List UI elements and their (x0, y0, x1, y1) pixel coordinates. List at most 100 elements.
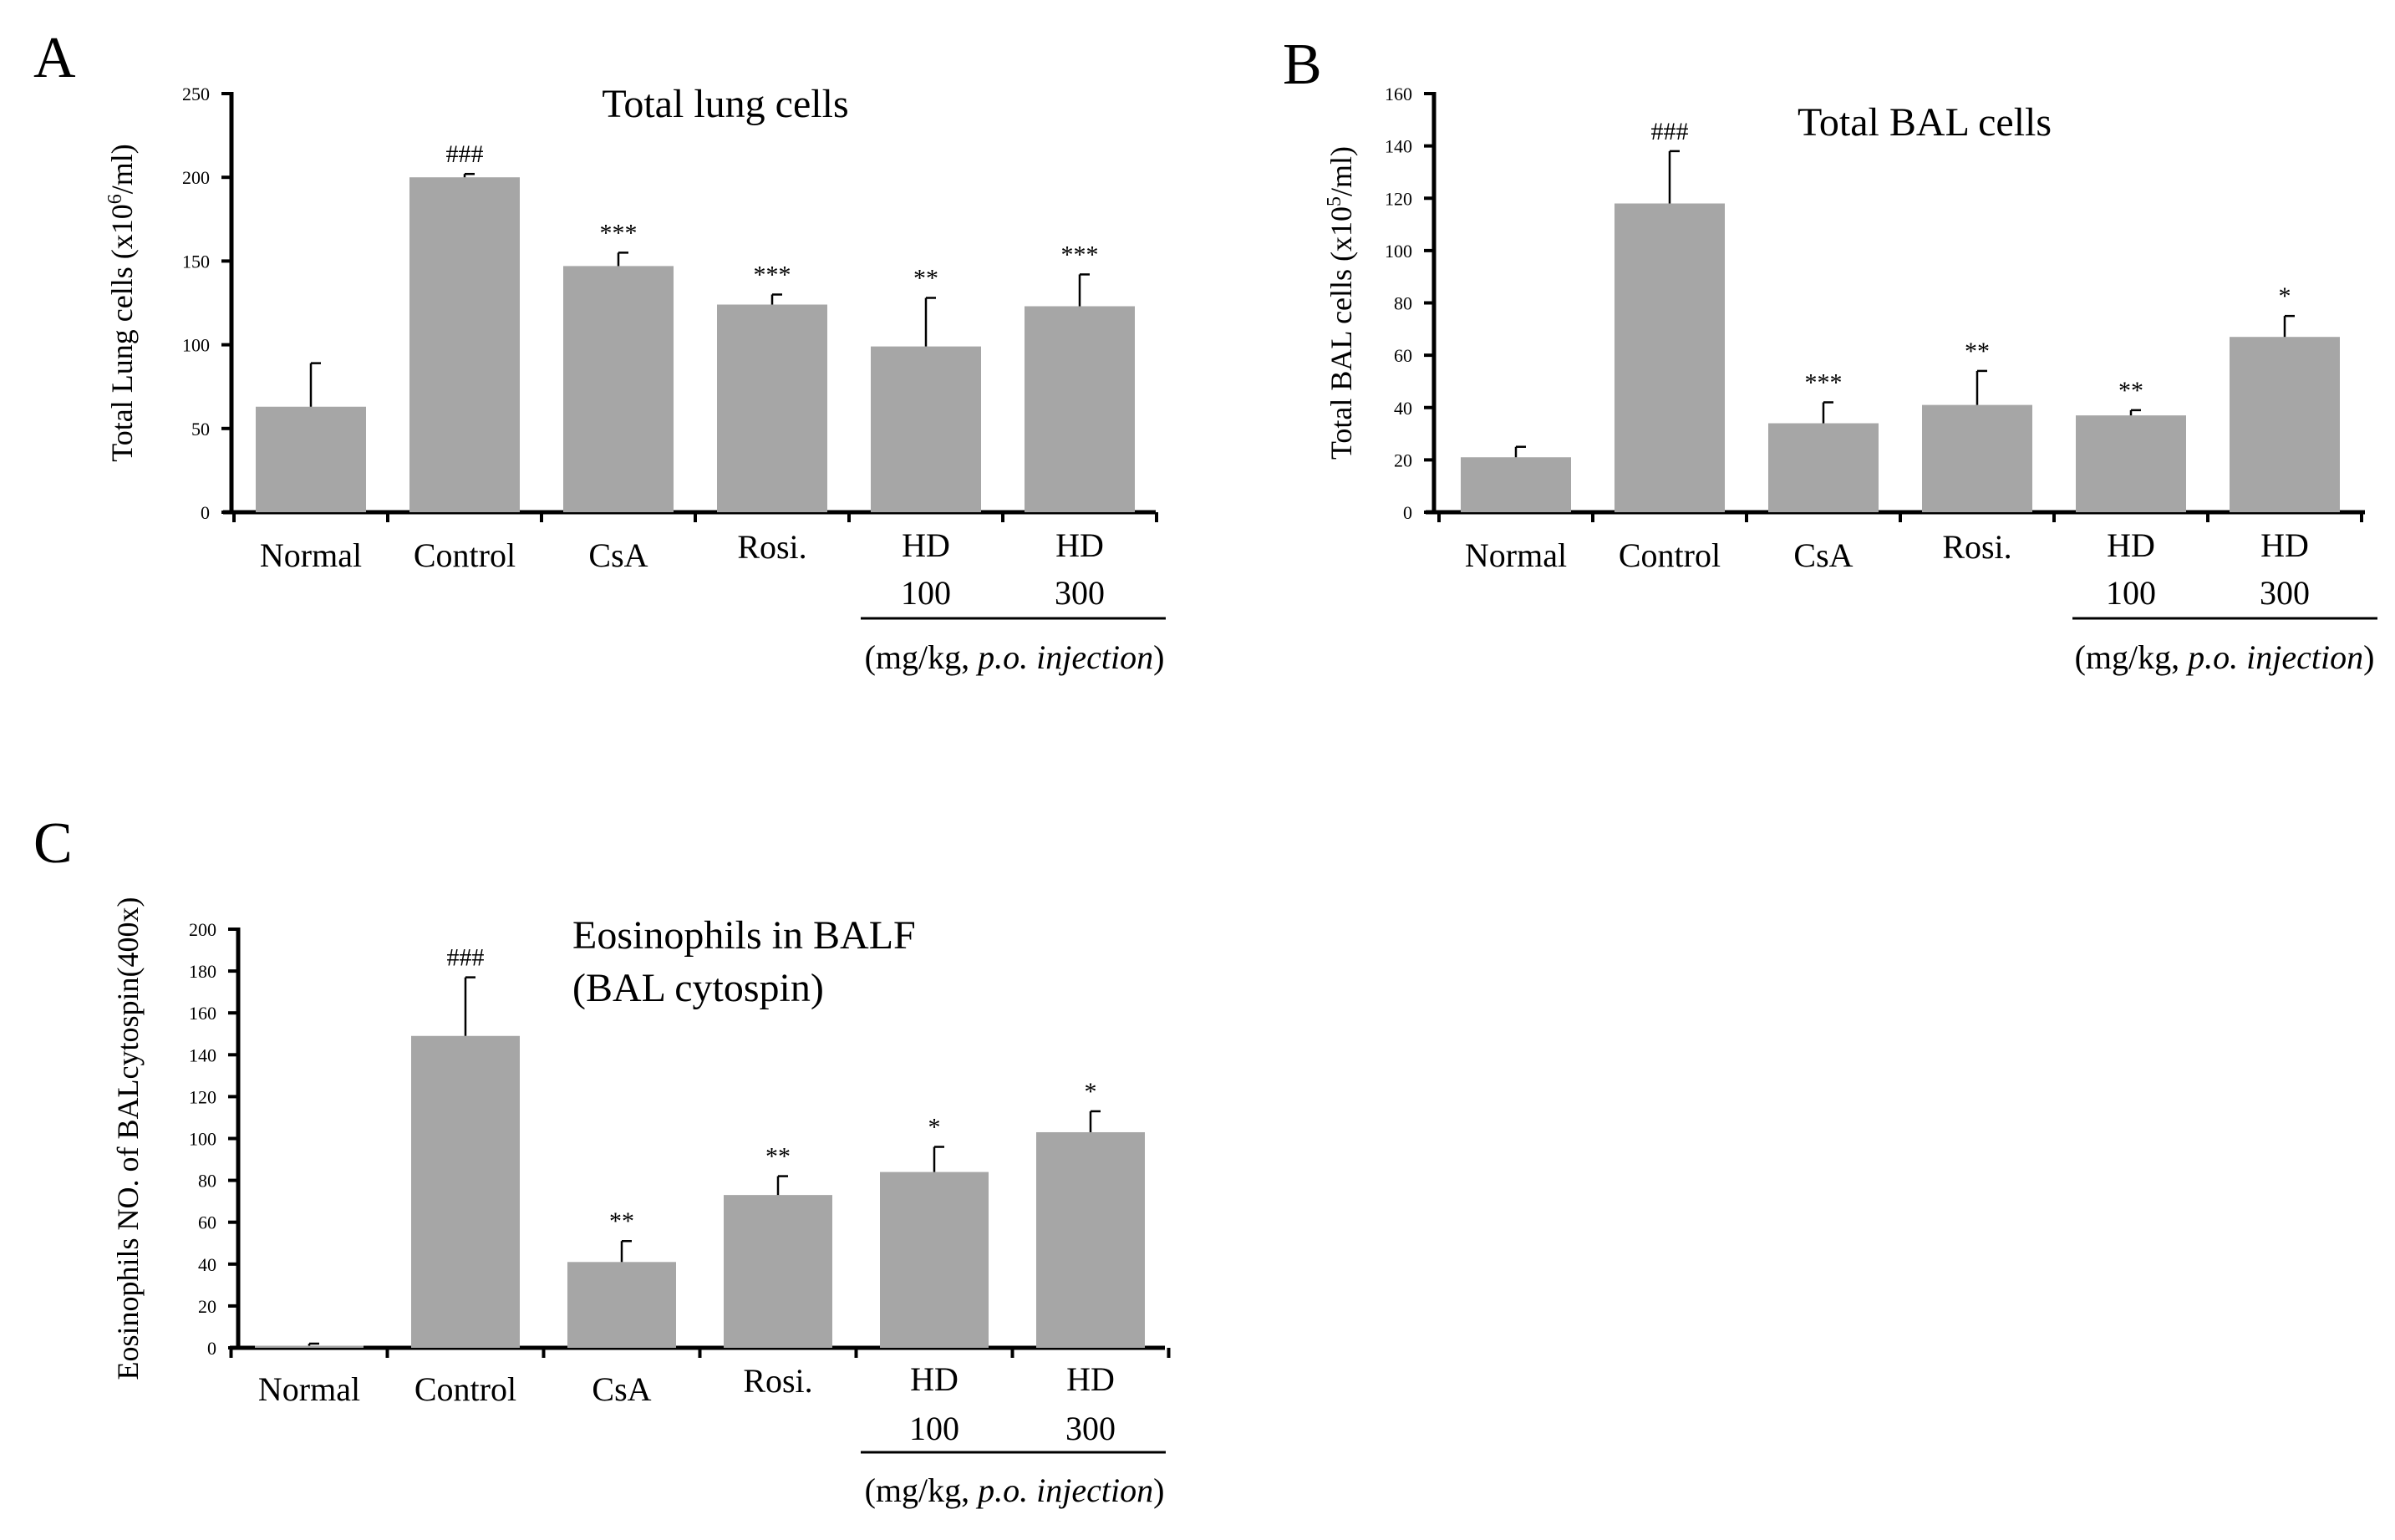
dose-unit-part: p.o. injection (975, 638, 1153, 676)
bar (1036, 1131, 1145, 1348)
y-tick-label: 160 (189, 1003, 216, 1024)
dose-unit-label: (mg/kg, p.o. injection) (865, 638, 1165, 676)
category-label: HD (1055, 526, 1104, 564)
category-label: Control (1619, 536, 1721, 574)
category-label: HD (2260, 526, 2309, 564)
y-axis-label-exponent: 6 (104, 194, 126, 204)
y-tick-label: 200 (189, 919, 216, 940)
y-axis-label: Total Lung cells (x106/ml) (104, 144, 139, 461)
significance-mark: *** (600, 219, 638, 247)
y-tick-label: 100 (1385, 241, 1412, 262)
chart-title: Total BAL cells (1798, 100, 2052, 145)
significance-mark: ### (447, 944, 485, 972)
y-axis-label: Eosinophils NO. of BALcytospin(400x) (111, 897, 145, 1380)
dose-unit-part: ) (2363, 638, 2374, 676)
y-tick-label: 40 (1394, 398, 1412, 419)
y-tick-label: 20 (1394, 450, 1412, 470)
dose-unit-part: (mg/kg, (2075, 638, 2189, 676)
dose-unit-part: (mg/kg, (865, 638, 979, 676)
significance-mark: ** (2118, 377, 2143, 404)
category-label: Normal (1465, 536, 1567, 574)
panel-b: B Total BAL cells 0 20 40 60 80 100 120 140 160 Nor… (1283, 33, 2377, 676)
y-tick-label: 20 (198, 1296, 216, 1317)
bar (1025, 306, 1135, 512)
bar (1461, 457, 1571, 512)
category-label: 300 (1055, 574, 1105, 612)
significance-mark: * (2279, 282, 2291, 310)
bar (871, 346, 981, 512)
bar (1768, 423, 1879, 512)
y-tick-label: 60 (1394, 345, 1412, 366)
category-label: 100 (901, 574, 951, 612)
category-label: 100 (909, 1410, 959, 1447)
category-label: Normal (260, 536, 362, 574)
category-label: HD (910, 1360, 959, 1398)
y-tick-label: 40 (198, 1254, 216, 1275)
category-label: CsA (1793, 536, 1853, 574)
significance-mark: ** (609, 1207, 634, 1235)
panel-letter: B (1283, 33, 1322, 97)
y-axis-label-main: Total BAL cells (x10 (1325, 206, 1358, 460)
panel-letter: C (33, 811, 73, 876)
category-label: 300 (1065, 1410, 1116, 1447)
category-label: 100 (2106, 574, 2156, 612)
category-label: Rosi. (1942, 528, 2011, 566)
dose-unit-part: p.o. injection (2185, 638, 2363, 676)
category-label: Normal (258, 1370, 360, 1408)
y-axis-label-main: Total Lung cells (x10 (105, 204, 139, 461)
category-label: HD (1066, 1360, 1115, 1398)
y-tick-label: 150 (182, 251, 210, 272)
chart-title: Eosinophils in BALF (572, 913, 916, 958)
y-axis-label-main: Eosinophils NO. of BALcytospin(400x) (111, 897, 145, 1380)
category-label: 300 (2260, 574, 2310, 612)
y-tick-label: 50 (191, 419, 210, 440)
bar (567, 1262, 676, 1348)
bar (256, 406, 366, 512)
dose-unit-label: (mg/kg, p.o. injection) (2075, 638, 2375, 676)
dose-unit-part: p.o. injection (975, 1471, 1153, 1509)
panel-c: C Eosinophils in BALF (BAL cytospin) 0 20 40 6… (33, 811, 1171, 1509)
dose-unit-part: (mg/kg, (865, 1471, 979, 1509)
bar (2076, 415, 2186, 512)
y-axis-label: Total BAL cells (x105/ml) (1324, 146, 1358, 460)
y-tick-label: 140 (1385, 136, 1412, 157)
category-label: Control (414, 536, 516, 574)
significance-mark: *** (1805, 368, 1843, 396)
y-tick-label: 180 (189, 961, 216, 982)
y-axis-label-unit: /ml) (105, 144, 139, 194)
y-tick-label: 100 (189, 1129, 216, 1150)
category-label: Rosi. (737, 528, 806, 566)
significance-mark: *** (1061, 241, 1099, 268)
category-label: HD (2107, 526, 2155, 564)
y-tick-label: 80 (1394, 293, 1412, 314)
bar (409, 177, 520, 512)
significance-mark: * (1085, 1078, 1097, 1105)
category-label: Control (414, 1370, 516, 1408)
bar (880, 1172, 989, 1348)
y-tick-label: 120 (189, 1086, 216, 1107)
y-tick-label: 0 (207, 1338, 216, 1359)
significance-mark: ** (913, 264, 938, 292)
panel-letter: A (33, 26, 76, 90)
y-tick-label: 200 (182, 167, 210, 188)
significance-mark: * (928, 1114, 941, 1141)
y-tick-label: 80 (198, 1171, 216, 1192)
y-tick-label: 140 (189, 1044, 216, 1065)
category-label: CsA (592, 1370, 651, 1408)
y-tick-label: 100 (182, 335, 210, 356)
bar (255, 1345, 364, 1348)
category-label: CsA (588, 536, 648, 574)
bar (717, 304, 827, 512)
panel-a: A Total lung cells 0 50 100 150 200 250 Normal ##… (33, 26, 1166, 676)
chart-title: Total lung cells (602, 82, 848, 126)
y-axis-label-exponent: 5 (1324, 196, 1345, 206)
bar (411, 1035, 520, 1348)
significance-mark: ### (1651, 118, 1689, 145)
bar (2230, 337, 2340, 512)
significance-mark: *** (754, 261, 791, 288)
category-label: Rosi. (743, 1362, 812, 1400)
y-tick-label: 60 (198, 1212, 216, 1233)
bar (724, 1195, 832, 1348)
category-label: HD (902, 526, 950, 564)
